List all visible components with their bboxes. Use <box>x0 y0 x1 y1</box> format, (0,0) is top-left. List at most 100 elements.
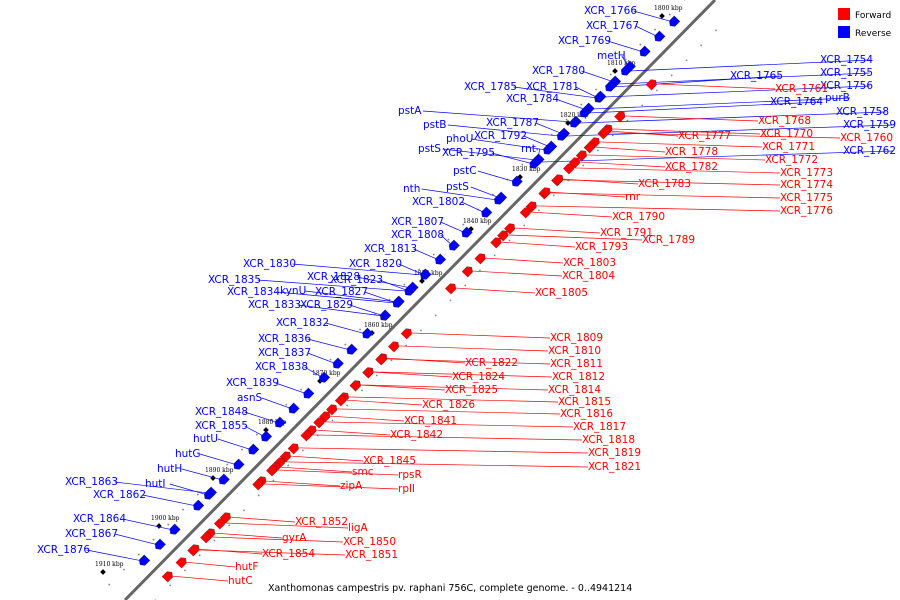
gene-label: kynU <box>280 285 306 297</box>
gene-label: pstS <box>446 181 469 193</box>
scale-label: 1860 kbp <box>364 322 393 329</box>
gene-label: XCR_1770 <box>760 128 813 140</box>
leader-line <box>307 434 583 441</box>
gene-label: XCR_1827 <box>315 286 368 298</box>
gene-label: XCR_1821 <box>588 461 641 473</box>
guide-dot <box>123 568 125 571</box>
reverse-gene-arrow <box>139 554 151 566</box>
leader-line <box>272 469 399 476</box>
guide-dot <box>167 523 170 526</box>
leader-line <box>261 397 294 410</box>
leader-line <box>625 59 870 72</box>
gene-label: XCR_1787 <box>486 117 539 129</box>
gene-label: XCR_1854 <box>262 548 315 560</box>
leader-line <box>114 533 160 546</box>
guide-dot <box>302 449 304 452</box>
gene-label: ligA <box>348 522 368 534</box>
forward-gene-arrow <box>474 253 486 265</box>
gene-label: XCR_1765 <box>730 70 783 82</box>
gene-label: zipA <box>340 480 363 492</box>
gene-label: XCR_1778 <box>665 146 718 158</box>
gene-label: XCR_1785 <box>464 81 517 93</box>
leader-line <box>275 382 308 395</box>
forward-gene-arrow <box>175 557 187 569</box>
forward-gene-arrow <box>188 544 200 556</box>
guide-dot <box>538 209 540 212</box>
forward-gene-arrow <box>219 512 231 524</box>
guide-dot <box>595 88 597 91</box>
guide-dot <box>656 89 658 92</box>
forward-gene-arrow <box>552 174 564 186</box>
legend-forward-swatch <box>838 8 850 20</box>
guide-dot <box>241 448 243 451</box>
gene-label: XCR_1771 <box>762 141 815 153</box>
guide-dot <box>493 254 496 257</box>
gene-label: XCR_1790 <box>612 211 665 223</box>
forward-gene-arrow <box>200 532 212 544</box>
reverse-gene-arrow <box>494 193 506 205</box>
leader-line <box>574 111 886 124</box>
reverse-gene-arrow <box>218 473 230 485</box>
forward-gene-arrow <box>266 465 278 477</box>
forward-gene-arrow <box>461 266 473 278</box>
gene-label: XCR_1810 <box>548 345 601 357</box>
reverse-gene-arrow <box>274 416 286 428</box>
gene-label: XCR_1816 <box>560 408 613 420</box>
leader-line <box>86 549 144 562</box>
leader-line <box>226 516 296 523</box>
leader-line <box>590 146 666 153</box>
leader-line <box>599 85 870 98</box>
gene-label: XCR_1755 <box>820 67 873 79</box>
forward-gene-arrow <box>497 230 509 242</box>
gene-label: XCR_1814 <box>548 384 601 396</box>
leader-line <box>652 83 776 90</box>
guide-dot <box>169 584 172 587</box>
gene-label: XCR_1825 <box>445 384 498 396</box>
gene-label: phoU <box>446 133 473 145</box>
gene-label: hutH <box>157 463 182 475</box>
forward-gene-arrow <box>388 341 399 353</box>
guide-dot <box>137 553 140 556</box>
leader-line <box>356 276 413 289</box>
forward-gene-arrow <box>334 395 346 407</box>
genome-caption: Xanthomonas campestris pv. raphani 756C,… <box>268 583 632 594</box>
leader-line <box>468 270 563 277</box>
leader-line <box>491 152 535 165</box>
guide-dot <box>523 224 526 227</box>
leader-line <box>258 483 399 490</box>
reverse-gene-arrow <box>579 106 591 118</box>
leader-line <box>451 287 536 294</box>
leader-line <box>442 148 538 161</box>
scale-label: 1820 kbp <box>560 112 589 119</box>
scale-label: 1890 kbp <box>205 467 234 474</box>
gene-label: XCR_1791 <box>600 227 653 239</box>
gene-label: XCR_1783 <box>638 178 691 190</box>
leader-line <box>244 411 280 424</box>
guide-dot <box>447 238 450 241</box>
forward-gene-arrow <box>519 207 531 219</box>
gene-label: XCR_1761 <box>775 83 828 95</box>
scale-label: 1840 kbp <box>463 218 492 225</box>
leader-line <box>587 97 850 110</box>
guide-dot <box>434 314 437 317</box>
scale-label: 1800 kbp <box>654 5 683 12</box>
leader-line <box>633 10 674 23</box>
gene-label: XCR_1758 <box>836 106 889 118</box>
guide-dot <box>272 479 275 482</box>
scale-label: 1900 kbp <box>151 515 180 522</box>
gene-label: XCR_1809 <box>550 332 603 344</box>
reverse-gene-arrow <box>511 175 523 187</box>
gene-label: XCR_1781 <box>526 81 579 93</box>
gene-label: rnt <box>521 143 536 155</box>
reverse-gene-arrow <box>380 309 392 321</box>
leader-line <box>307 338 352 351</box>
gene-label: XCR_1802 <box>412 196 465 208</box>
gene-label: rnr <box>625 191 641 203</box>
reverse-gene-arrow <box>248 443 260 455</box>
forward-gene-arrow <box>279 451 291 463</box>
gene-label: XCR_1811 <box>550 358 603 370</box>
leader-line <box>307 352 338 365</box>
leader-line <box>545 192 781 199</box>
leader-line <box>276 291 398 304</box>
guide-dot <box>198 554 201 557</box>
